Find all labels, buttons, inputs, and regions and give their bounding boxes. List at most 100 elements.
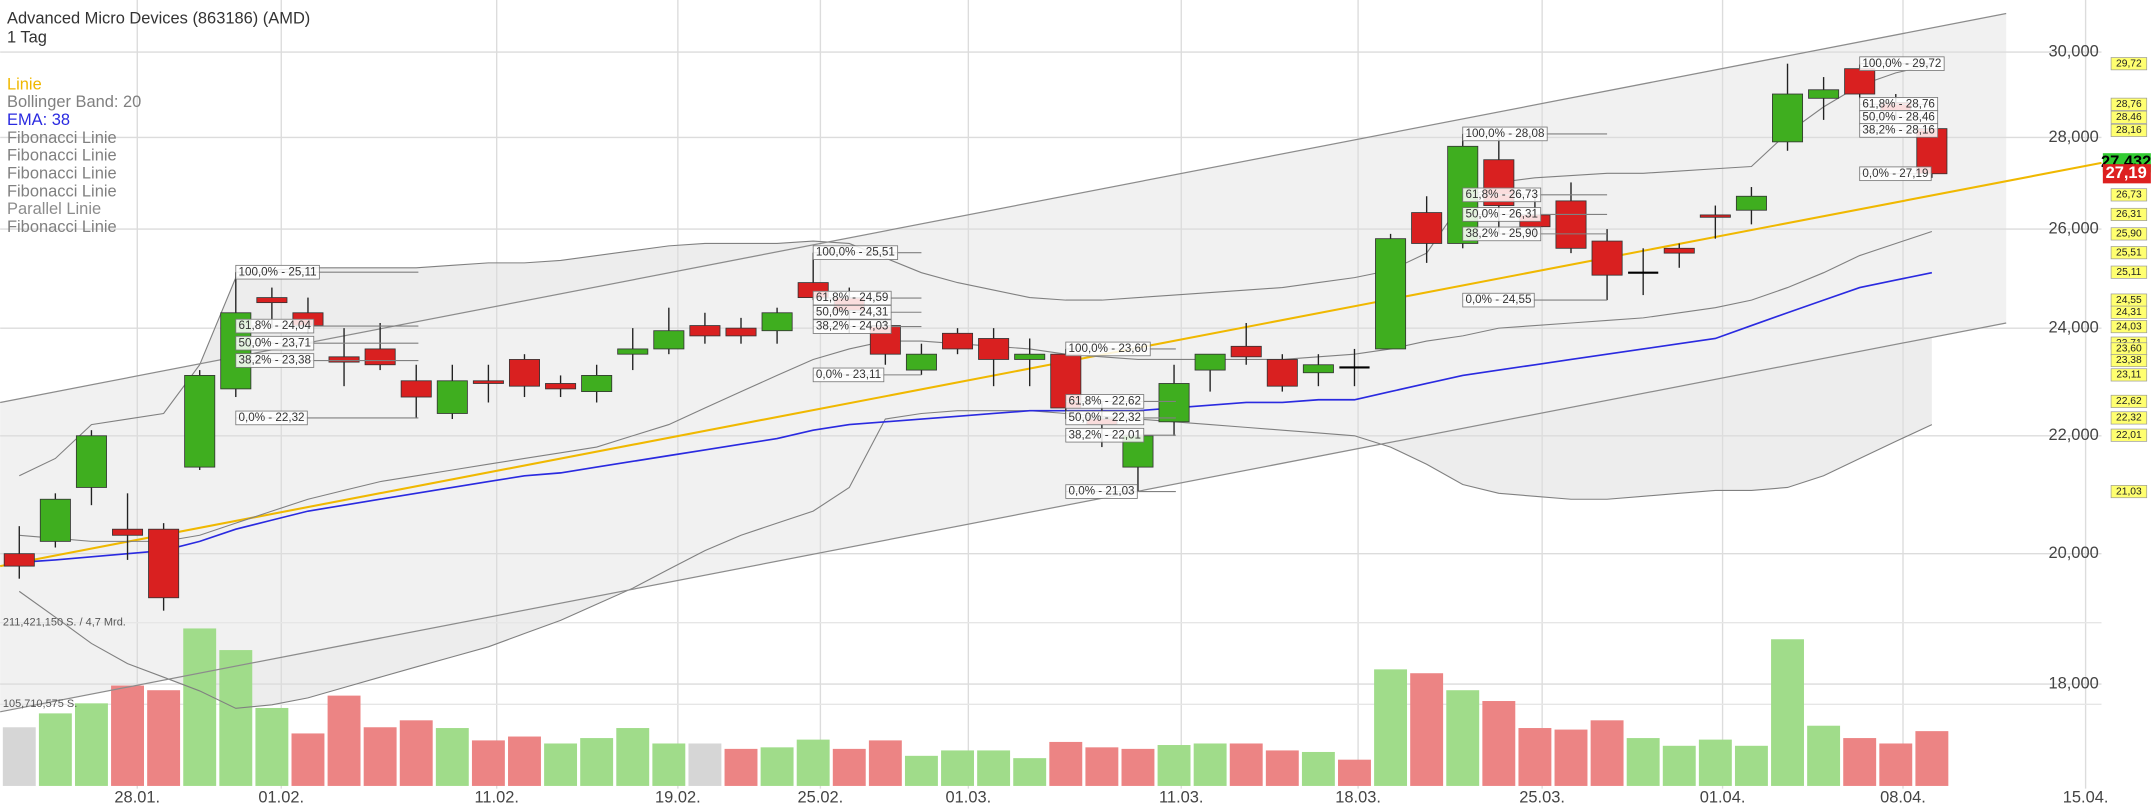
legend: Advanced Micro Devices (863186) (AMD) 1 … [7, 10, 310, 236]
price-label-box [2110, 305, 2148, 319]
candle-body [1844, 68, 1876, 95]
price-label-box [2110, 123, 2148, 137]
candle-body [581, 375, 613, 393]
candle-body [184, 375, 216, 468]
fib-label: 50,0% - 23,71 [239, 336, 311, 349]
fib-label: 50,0% - 22,32 [1069, 411, 1141, 424]
price-label: 23,38 [2116, 355, 2142, 366]
legend-entry: Parallel Linie [7, 200, 101, 218]
fib-label: 50,0% - 26,31 [1465, 208, 1537, 221]
volume-bar [1554, 729, 1588, 786]
price-label: 22,01 [2116, 430, 2142, 441]
volume-bar [219, 650, 253, 786]
price-label: 29,72 [2116, 58, 2142, 69]
candle-body [761, 312, 793, 332]
price-label-box [2110, 320, 2148, 334]
volume-bar [327, 695, 361, 786]
fib-label: 0,0% - 23,11 [816, 368, 881, 381]
fib-label-box [235, 410, 308, 426]
price-label-box [2110, 394, 2148, 408]
fib-label-box [1065, 394, 1145, 409]
legend-entry: Fibonacci Linie [7, 165, 117, 183]
price-label: 23,60 [2116, 344, 2142, 355]
candle-body [328, 356, 360, 363]
candle-body [1808, 89, 1840, 99]
fib-label-box [1859, 56, 1945, 71]
fib-label: 61,8% - 26,73 [1465, 188, 1537, 201]
last-price-box [2102, 164, 2151, 184]
volume-tick-label: 105,710,575 S. [3, 698, 77, 710]
last-price-label: 27,19 [2106, 164, 2147, 182]
fib-label-box [1065, 410, 1145, 426]
volume-bar [796, 739, 830, 786]
fib-label-box [812, 245, 899, 260]
fib-label: 100,0% - 25,51 [816, 246, 895, 259]
volume-bar [1482, 701, 1516, 786]
volume-tick-label: 211,421,150 S. / 4,7 Mrd. [3, 617, 126, 629]
fib-label: 38,2% - 23,38 [239, 354, 311, 367]
volume-bar [74, 703, 108, 786]
fib-label: 61,8% - 24,04 [239, 319, 312, 332]
candle-body [400, 380, 432, 398]
x-tick-label: 01.03. [946, 789, 992, 807]
x-tick-label: 25.03. [1519, 789, 1565, 807]
price-label: 25,90 [2116, 229, 2142, 240]
price-label-box [2110, 227, 2148, 241]
fib-label: 38,2% - 25,90 [1465, 227, 1538, 240]
fib-label: 38,2% - 24,03 [816, 320, 888, 333]
volume-bar [1121, 748, 1155, 786]
fib-label-box [235, 318, 315, 334]
legend-entry: Bollinger Band: 20 [7, 93, 141, 111]
volume-bar [363, 727, 397, 786]
fib-label-box [812, 290, 892, 306]
volume-bar [616, 728, 650, 786]
candle-body [364, 348, 396, 366]
volume-bar [399, 720, 433, 786]
candle-body [39, 498, 71, 542]
volume [2, 628, 1949, 786]
fib-label-box [235, 353, 315, 368]
price-label-box [2110, 188, 2148, 202]
candle-body [256, 297, 288, 304]
fib-label-box [1462, 126, 1548, 142]
price-label: 24,31 [2116, 307, 2142, 318]
volume-bar [1662, 745, 1696, 786]
volume-bar [1085, 747, 1119, 786]
candle-body [942, 332, 974, 350]
volume-bar [1626, 738, 1660, 786]
x-tick-label: 15.04. [2063, 789, 2109, 807]
x-tick-label: 18.03. [1335, 789, 1381, 807]
fibonacci: 100,0% - 25,11 61,8% - 24,04 50,0% - 23,71… [235, 56, 1945, 499]
candle-body [112, 528, 144, 536]
volume-bar [2, 727, 36, 786]
fib-label: 38,2% - 22,01 [1069, 428, 1141, 441]
candle-body [1772, 93, 1804, 143]
price-label: 21,03 [2116, 486, 2142, 497]
candle-body [1591, 240, 1623, 276]
bollinger-upper [19, 63, 1932, 477]
price-label-box [2110, 97, 2148, 111]
volume-bar [832, 748, 866, 786]
fib-label: 61,8% - 22,62 [1069, 394, 1141, 407]
fib-label: 100,0% - 23,60 [1069, 342, 1148, 355]
candle-body [436, 380, 468, 414]
price-label: 24,03 [2116, 321, 2142, 332]
price-label: 28,46 [2116, 112, 2142, 123]
fib-label: 38,2% - 28,16 [1862, 123, 1934, 136]
volume-bar [1229, 743, 1263, 786]
price-label-box [2110, 57, 2148, 71]
fib-label: 61,8% - 24,59 [816, 291, 888, 304]
candle-body [508, 359, 540, 387]
candle-body [617, 348, 649, 355]
price-label: 22,62 [2116, 396, 2142, 407]
legend-entry: Fibonacci Linie [7, 182, 117, 200]
fib-label-box [1462, 207, 1542, 222]
fib-label: 100,0% - 25,11 [239, 265, 317, 278]
x-tick-label: 25.02. [798, 789, 844, 807]
candle-body [689, 325, 721, 337]
indicator-lines [0, 12, 2102, 713]
volume-bar [1338, 759, 1371, 786]
price-label-box [2110, 265, 2148, 279]
volume-bar [1410, 673, 1444, 786]
